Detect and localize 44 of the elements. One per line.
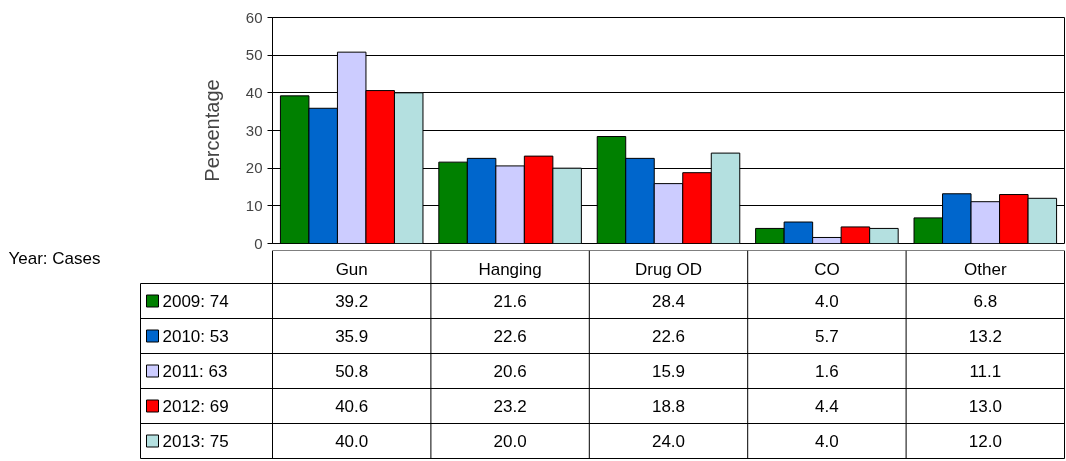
data-label: 21.6 xyxy=(493,292,527,311)
data-label: 39.2 xyxy=(335,292,369,311)
y-tick-label: 0 xyxy=(254,234,263,252)
x-tick-label: Gun xyxy=(335,259,368,279)
data-label: 12.0 xyxy=(968,432,1002,451)
data-label: 28.4 xyxy=(651,292,686,311)
data-label: 4.4 xyxy=(815,397,839,416)
data-label: 20.6 xyxy=(493,362,527,381)
legend-title: Year: Cases xyxy=(8,249,101,268)
data-label: 20.0 xyxy=(493,432,527,451)
data-label: 11.1 xyxy=(969,362,1002,381)
y-tick-label: 20 xyxy=(245,159,263,177)
y-tick-label: 60 xyxy=(245,8,263,26)
data-label: 15.9 xyxy=(651,362,686,381)
y-tick-label: 10 xyxy=(245,196,263,214)
data-label: 23.2 xyxy=(493,397,527,416)
data-label: 50.8 xyxy=(335,362,369,381)
data-label: 1.6 xyxy=(815,362,839,381)
y-tick-label: 30 xyxy=(245,121,263,139)
legend-label: 2012: 69 xyxy=(162,396,229,416)
data-label: 40.6 xyxy=(335,397,369,416)
x-tick-label: Hanging xyxy=(478,259,542,279)
y-tick-label: 40 xyxy=(245,83,263,101)
data-label: 13.2 xyxy=(968,327,1002,346)
data-label: 22.6 xyxy=(651,327,686,346)
y-tick-label: 50 xyxy=(245,46,263,64)
x-tick-label: Drug OD xyxy=(634,259,703,279)
data-label: 22.6 xyxy=(493,327,527,346)
data-label: 4.0 xyxy=(815,292,839,311)
x-tick-label: Other xyxy=(964,259,1007,279)
data-label: 40.0 xyxy=(335,432,369,451)
data-label: 5.7 xyxy=(815,327,839,346)
y-axis-title: Percentage xyxy=(200,79,223,182)
data-label: 18.8 xyxy=(651,397,686,416)
data-label: 6.8 xyxy=(973,292,998,311)
legend-label: 2011: 63 xyxy=(162,361,228,381)
legend-label: 2013: 75 xyxy=(162,431,229,451)
data-label: 35.9 xyxy=(335,327,369,346)
data-label: 24.0 xyxy=(651,432,686,451)
legend-label: 2010: 53 xyxy=(162,326,229,346)
x-tick-label: CO xyxy=(814,259,840,279)
data-label: 4.0 xyxy=(815,432,839,451)
data-label: 13.0 xyxy=(968,397,1002,416)
legend-label: 2009: 74 xyxy=(162,291,229,311)
